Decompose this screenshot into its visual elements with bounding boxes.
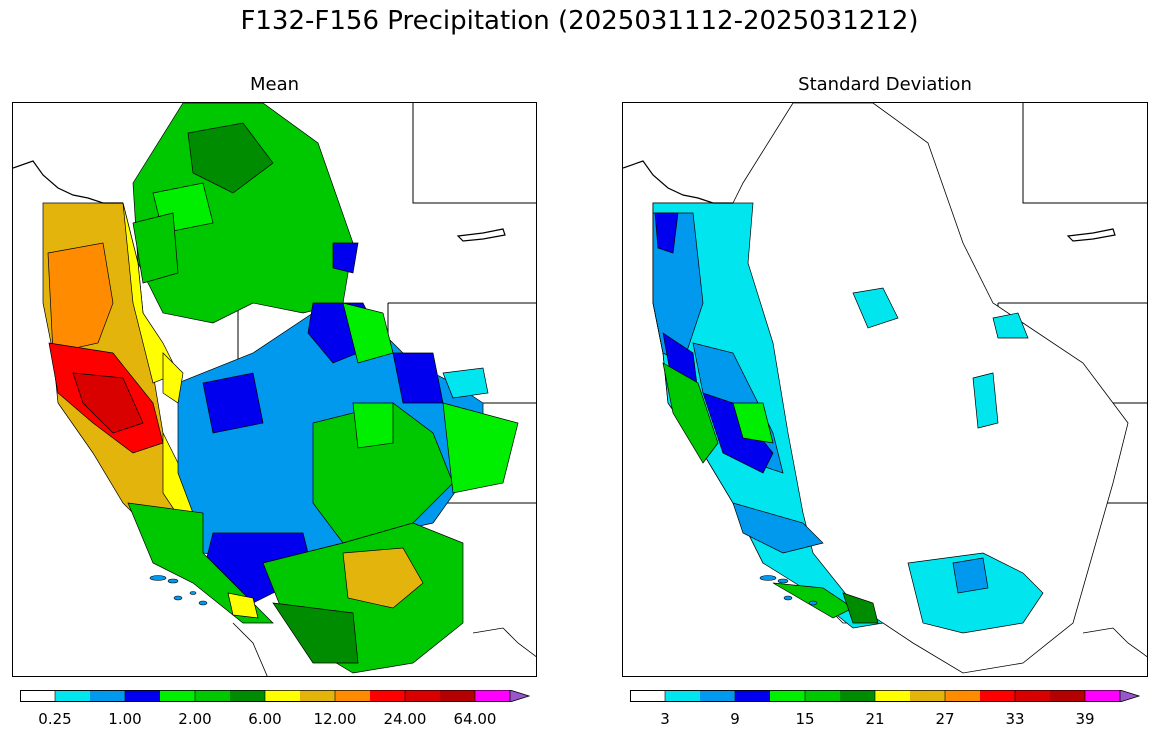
colorbar-swatch [90, 690, 126, 702]
colorbar-mean [20, 690, 530, 702]
map-stddev [622, 102, 1148, 677]
colorbar-tick-label: 39 [1075, 710, 1095, 728]
panel-title-mean: Mean [249, 74, 300, 95]
colorbar-tick-label: 0.25 [38, 710, 72, 728]
colorbar-swatch [265, 690, 301, 702]
colorbar-swatch [980, 690, 1016, 702]
colorbar-swatch [230, 690, 266, 702]
colorbar-tick-label: 64.00 [453, 710, 497, 728]
colorbar-swatch [1015, 690, 1051, 702]
map-mean [12, 102, 537, 677]
colorbar-tick-label: 24.00 [383, 710, 427, 728]
colorbar-swatch [840, 690, 876, 702]
colorbar-tick-label: 15 [795, 710, 815, 728]
colorbar-tick-label: 12.00 [313, 710, 357, 728]
lake [456, 228, 506, 242]
colorbar-swatch [125, 690, 161, 702]
colorbar-swatch [770, 690, 806, 702]
colorbar-swatch [370, 690, 406, 702]
colorbar-swatch [1050, 690, 1086, 702]
colorbar-swatch [735, 690, 771, 702]
colorbar-swatch [160, 690, 196, 702]
colorbar-swatch [805, 690, 841, 702]
colorbar-mean-labels: 0.25 1.00 2.00 6.00 12.00 24.00 64.00 [20, 710, 530, 730]
colorbar-tick-label: 1.00 [108, 710, 142, 728]
lake-sd [1066, 228, 1116, 242]
islands-sd [759, 575, 818, 606]
map-regions-mean [42, 103, 519, 674]
colorbar-swatch [945, 690, 981, 702]
colorbar-swatch [910, 690, 946, 702]
colorbar-swatch [195, 690, 231, 702]
map-mean-svg [13, 103, 536, 676]
colorbar-tick-label: 27 [935, 710, 955, 728]
colorbar-swatch [440, 690, 476, 702]
colorbar-swatch [405, 690, 441, 702]
map-stddev-svg [623, 103, 1147, 674]
coastline [13, 160, 123, 204]
colorbar-swatch [55, 690, 91, 702]
colorbar-stddev [630, 690, 1140, 702]
colorbar-extend-arrow [509, 690, 530, 702]
map-regions-sd [652, 202, 1044, 634]
colorbar-swatch [630, 690, 666, 702]
colorbar-tick-label: 6.00 [248, 710, 282, 728]
colorbar-swatch [700, 690, 736, 702]
colorbar-swatch [875, 690, 911, 702]
colorbar-swatch [300, 690, 336, 702]
colorbar-tick-label: 3 [660, 710, 670, 728]
islands [149, 575, 208, 606]
panel-title-stddev: Standard Deviation [798, 74, 972, 95]
colorbar-swatch [20, 690, 56, 702]
colorbar-swatch [665, 690, 701, 702]
colorbar-swatch [1085, 690, 1121, 702]
figure-title: F132-F156 Precipitation (2025031112-2025… [240, 6, 919, 36]
colorbar-tick-label: 2.00 [178, 710, 212, 728]
colorbar-stddev-labels: 3 9 15 21 27 33 39 [630, 710, 1140, 730]
colorbar-extend-arrow [1119, 690, 1140, 702]
colorbar-swatch [335, 690, 371, 702]
colorbar-tick-label: 33 [1005, 710, 1025, 728]
colorbar-tick-label: 21 [865, 710, 885, 728]
colorbar-swatch [475, 690, 511, 702]
colorbar-tick-label: 9 [730, 710, 740, 728]
